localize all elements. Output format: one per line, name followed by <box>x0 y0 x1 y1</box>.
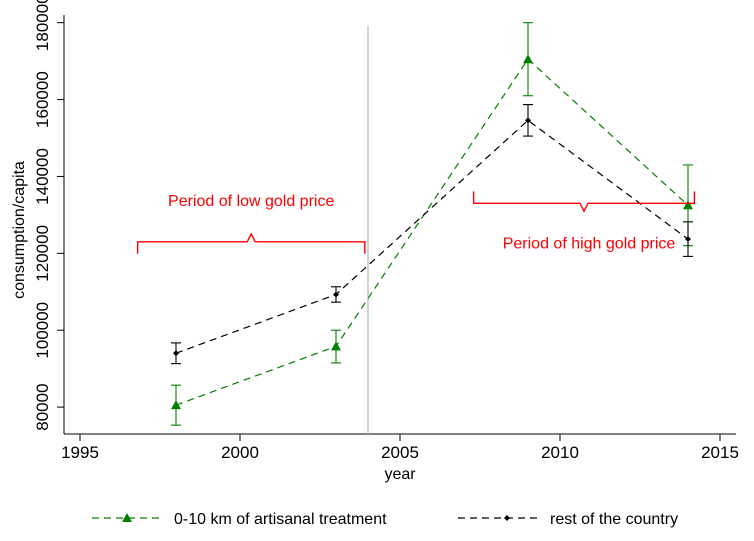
data-point-diamond <box>333 291 339 298</box>
legend-label-treatment: 0-10 km of artisanal treatment <box>174 511 387 528</box>
legend-marker-triangle-icon <box>122 513 132 522</box>
legend-marker-diamond-icon <box>504 515 510 521</box>
series-line-1 <box>175 119 689 354</box>
x-tick-label: 2015 <box>701 443 739 462</box>
x-tick-label: 1995 <box>61 443 99 462</box>
data-point-diamond <box>525 117 531 124</box>
annotation-bracket <box>136 232 366 254</box>
x-tick-label: 2010 <box>541 443 579 462</box>
annotation-bracket <box>472 191 696 213</box>
y-tick-label: 140000 <box>33 148 52 205</box>
annotation-label-low-gold: Period of low gold price <box>168 193 334 210</box>
y-tick-label: 80000 <box>33 383 52 430</box>
legend: 0-10 km of artisanal treatment rest of t… <box>92 511 678 528</box>
x-axis-label: year <box>384 466 416 483</box>
series-line-0 <box>175 58 689 406</box>
y-tick-label: 160000 <box>33 71 52 128</box>
x-tick-label: 2000 <box>221 443 259 462</box>
y-tick-label: 120000 <box>33 225 52 282</box>
y-tick-label: 180000 <box>33 0 52 51</box>
legend-label-rest: rest of the country <box>550 511 678 528</box>
data-point-triangle <box>171 400 181 410</box>
y-axis-label: consumption/capita <box>11 161 28 299</box>
data-point-diamond <box>173 350 179 357</box>
plot-layer: 1995 2000 2005 2010 2015 80000 100000 120000 140… <box>11 0 739 483</box>
x-tick-label: 2005 <box>381 443 419 462</box>
data-point-triangle <box>683 200 693 210</box>
data-point-diamond <box>685 236 691 243</box>
annotation-label-high-gold: Period of high gold price <box>503 235 676 252</box>
data-point-triangle <box>523 54 533 64</box>
y-tick-label: 100000 <box>33 302 52 359</box>
data-point-triangle <box>331 341 341 351</box>
